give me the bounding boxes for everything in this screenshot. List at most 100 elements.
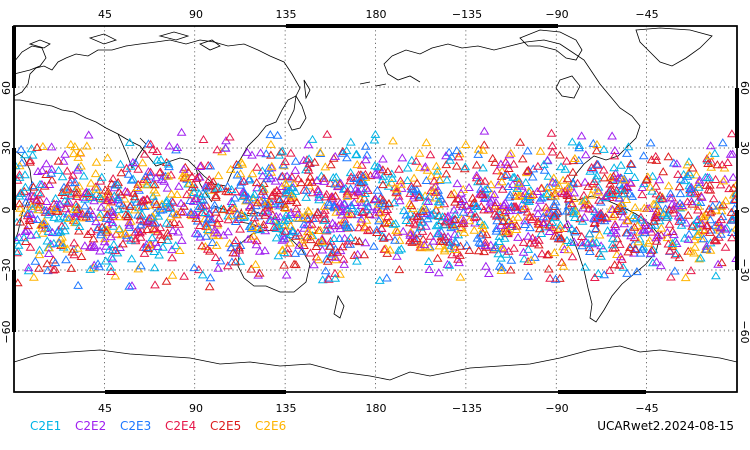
coast-scandinavia bbox=[14, 45, 47, 75]
observation-marker bbox=[150, 280, 160, 289]
observation-marker bbox=[190, 193, 201, 202]
observation-marker bbox=[289, 259, 299, 268]
observation-marker bbox=[611, 228, 621, 237]
observation-marker bbox=[39, 217, 50, 226]
observation-marker bbox=[263, 200, 274, 209]
observation-marker bbox=[503, 163, 514, 172]
observation-marker bbox=[141, 242, 152, 251]
observation-marker bbox=[658, 167, 669, 176]
observation-marker bbox=[695, 218, 706, 227]
observation-marker bbox=[23, 263, 34, 272]
observation-marker bbox=[70, 218, 80, 227]
observation-marker bbox=[128, 174, 139, 183]
observation-marker bbox=[434, 174, 445, 183]
observation-marker bbox=[176, 207, 186, 216]
observation-marker bbox=[721, 223, 732, 232]
bottom-lon-label: 45 bbox=[98, 402, 112, 415]
observation-marker bbox=[121, 163, 132, 172]
observation-marker bbox=[342, 189, 353, 198]
observation-marker bbox=[89, 260, 100, 269]
observation-marker bbox=[242, 195, 252, 204]
observation-marker bbox=[60, 149, 70, 158]
observation-marker bbox=[396, 179, 406, 188]
observation-marker bbox=[676, 215, 687, 224]
observation-marker bbox=[471, 201, 481, 210]
observation-marker bbox=[313, 186, 324, 195]
observation-marker bbox=[162, 235, 173, 244]
observation-marker bbox=[266, 173, 276, 182]
observation-marker bbox=[727, 227, 737, 236]
observation-marker bbox=[129, 192, 140, 201]
observation-marker bbox=[266, 139, 276, 148]
observation-marker bbox=[14, 170, 25, 179]
observation-marker bbox=[33, 166, 43, 175]
observation-marker bbox=[394, 245, 404, 254]
observation-marker bbox=[596, 251, 606, 260]
observation-marker bbox=[613, 173, 623, 182]
observation-marker bbox=[182, 190, 192, 199]
observation-marker bbox=[201, 231, 211, 240]
observation-marker bbox=[383, 218, 394, 227]
observation-marker bbox=[354, 237, 365, 246]
observation-marker bbox=[80, 201, 90, 210]
observation-marker bbox=[699, 225, 710, 234]
observation-marker bbox=[486, 180, 496, 189]
observation-marker bbox=[630, 244, 641, 253]
observation-marker bbox=[685, 183, 695, 192]
observation-marker bbox=[541, 202, 551, 211]
observation-marker bbox=[238, 187, 248, 196]
observation-marker bbox=[716, 222, 727, 231]
observation-marker bbox=[257, 183, 268, 192]
observation-marker bbox=[604, 265, 615, 274]
observation-marker bbox=[561, 206, 572, 215]
observation-marker bbox=[320, 266, 331, 275]
observation-marker bbox=[544, 182, 555, 191]
observation-marker bbox=[415, 222, 426, 231]
observation-marker bbox=[62, 244, 73, 253]
observation-marker bbox=[53, 156, 64, 165]
observation-marker bbox=[95, 209, 106, 218]
observation-marker bbox=[536, 193, 547, 202]
observation-marker bbox=[662, 227, 673, 236]
observation-marker bbox=[246, 264, 257, 273]
observation-marker bbox=[504, 226, 514, 235]
observation-marker bbox=[276, 147, 286, 156]
observation-marker bbox=[687, 221, 698, 230]
observation-marker bbox=[632, 267, 642, 276]
observation-marker bbox=[230, 193, 240, 202]
observation-marker bbox=[617, 198, 627, 207]
observation-marker bbox=[82, 209, 93, 218]
observation-marker bbox=[43, 248, 54, 257]
observation-marker bbox=[609, 163, 619, 172]
observation-marker bbox=[60, 226, 70, 235]
observation-marker bbox=[574, 143, 584, 152]
observation-marker bbox=[630, 202, 641, 211]
observation-marker bbox=[96, 193, 106, 202]
observation-marker bbox=[544, 220, 555, 229]
observation-marker bbox=[536, 228, 547, 237]
observation-marker bbox=[203, 214, 213, 223]
observation-marker bbox=[489, 190, 500, 199]
observation-marker bbox=[91, 184, 102, 193]
observation-marker bbox=[374, 216, 384, 225]
observation-marker bbox=[37, 223, 47, 232]
observation-marker bbox=[213, 171, 224, 180]
observation-marker bbox=[103, 203, 113, 212]
observation-marker bbox=[356, 178, 366, 187]
observation-marker bbox=[62, 198, 73, 207]
observation-marker bbox=[444, 260, 455, 269]
observation-marker bbox=[319, 173, 329, 182]
observation-marker bbox=[396, 244, 407, 253]
observation-marker bbox=[265, 130, 276, 139]
observation-marker bbox=[591, 146, 602, 155]
observation-marker bbox=[252, 198, 263, 207]
observation-marker bbox=[684, 181, 695, 190]
observation-marker bbox=[209, 225, 220, 234]
observation-marker bbox=[156, 175, 167, 184]
observation-marker bbox=[165, 219, 175, 228]
observation-marker bbox=[82, 189, 93, 198]
observation-marker bbox=[609, 209, 620, 218]
observation-marker bbox=[305, 248, 316, 257]
observation-marker bbox=[593, 186, 604, 195]
observation-marker bbox=[381, 273, 392, 282]
